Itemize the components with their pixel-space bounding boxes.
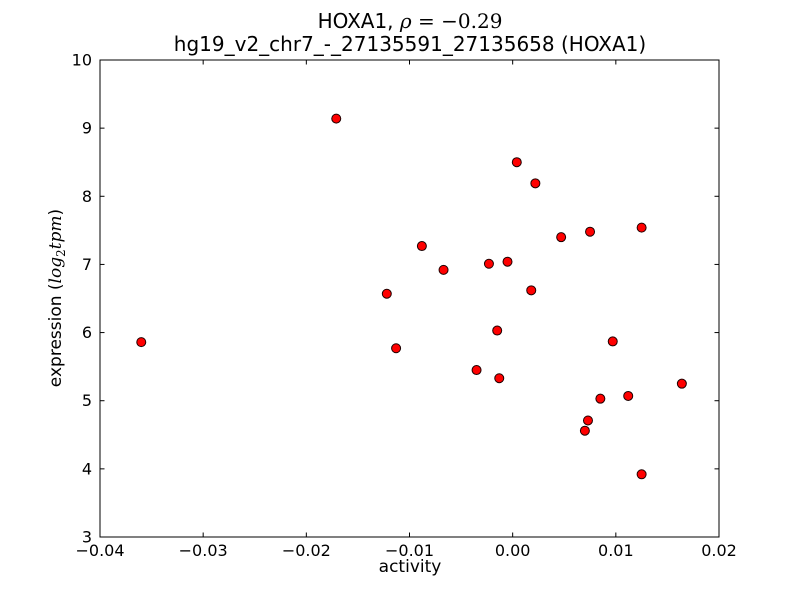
data-point: [331, 113, 342, 124]
data-point: [494, 373, 505, 384]
x-tick-label: 0.00: [495, 541, 531, 560]
x-tick-label: −0.04: [75, 541, 124, 560]
data-point: [381, 288, 392, 299]
y-tick-label: 9: [82, 119, 92, 138]
data-point: [595, 393, 606, 404]
data-point: [556, 232, 567, 243]
data-point: [636, 222, 647, 233]
data-point: [585, 226, 596, 237]
y-axis-label-sub: 2: [54, 249, 69, 257]
y-tick-label: 10: [72, 51, 92, 70]
y-tick-label: 6: [82, 323, 92, 342]
data-point: [582, 415, 593, 426]
y-tick-label: 3: [82, 528, 92, 547]
x-tick-label: −0.02: [282, 541, 331, 560]
rho-symbol: ρ: [399, 9, 412, 33]
data-point: [416, 241, 427, 252]
data-point: [391, 343, 402, 354]
axes-frame: [99, 59, 720, 538]
data-point: [511, 157, 522, 168]
data-point: [636, 469, 647, 480]
chart-title-gene: HOXA1,: [317, 9, 400, 33]
chart-title: HOXA1, ρ = −0.29: [318, 9, 503, 33]
x-tick-label: −0.03: [179, 541, 228, 560]
y-tick-label: 8: [82, 187, 92, 206]
data-point: [526, 285, 537, 296]
data-point: [136, 337, 147, 348]
x-axis-label: activity: [378, 557, 442, 577]
data-point: [471, 365, 482, 376]
y-axis-label: expression (log2tpm): [46, 209, 68, 387]
rho-value: = −0.29: [411, 9, 503, 33]
y-axis-label-log: log: [45, 256, 66, 284]
x-tick-label: 0.01: [598, 541, 634, 560]
data-point: [502, 256, 513, 267]
x-tick-label: −0.01: [385, 541, 434, 560]
data-point: [579, 425, 590, 436]
data-point: [676, 378, 687, 389]
y-tick-label: 5: [82, 391, 92, 410]
y-axis-label-close: ): [45, 208, 66, 216]
data-point: [492, 325, 503, 336]
data-point: [438, 264, 449, 275]
data-point: [607, 336, 618, 347]
data-point: [530, 178, 541, 189]
y-tick-label: 4: [82, 459, 92, 478]
data-point: [623, 390, 634, 401]
data-point: [483, 258, 494, 269]
y-axis-label-var: tpm: [45, 215, 66, 250]
chart-subtitle: hg19_v2_chr7_-_27135591_27135658 (HOXA1): [173, 32, 647, 56]
x-tick-label: 0.02: [701, 541, 737, 560]
y-axis-label-text: expression (: [45, 283, 66, 388]
y-tick-label: 7: [82, 255, 92, 274]
